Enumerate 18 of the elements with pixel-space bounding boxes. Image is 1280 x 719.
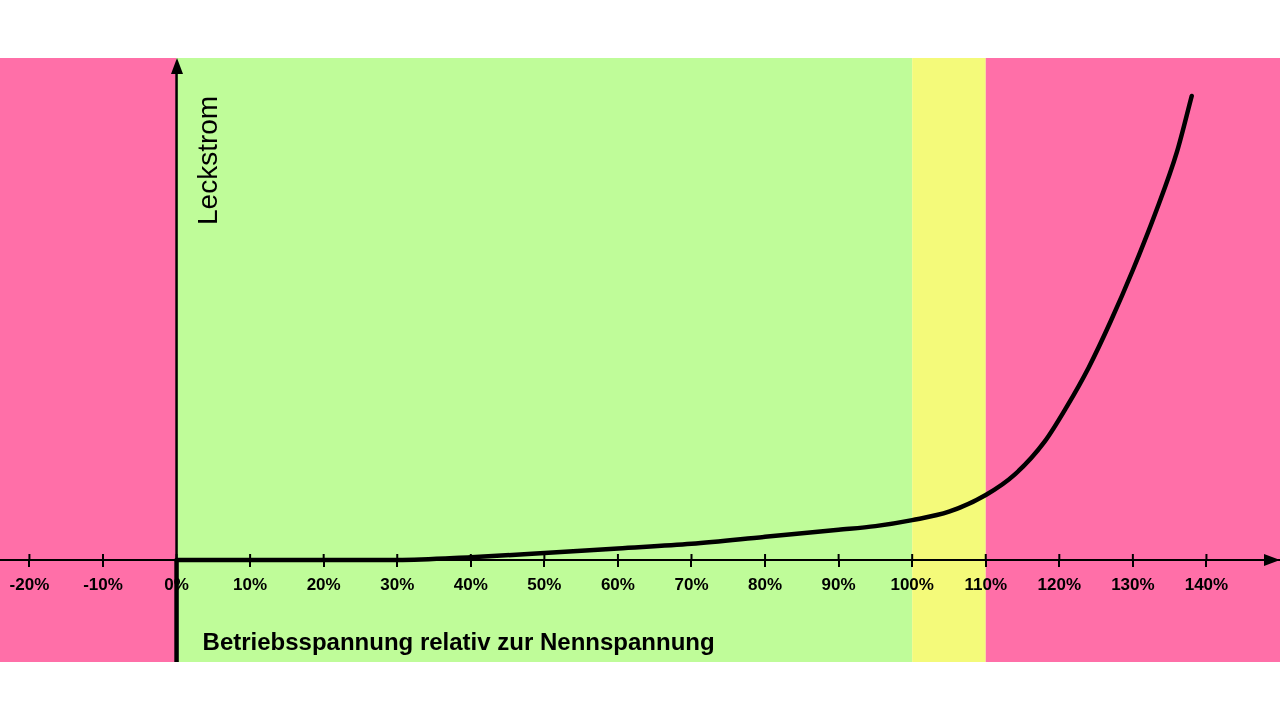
x-axis-title: Betriebsspannung relativ zur Nennspannung (202, 627, 715, 655)
x-tick-label: 140% (1184, 574, 1229, 594)
x-tick-label: 30% (380, 574, 415, 594)
x-tick-label: 60% (600, 574, 635, 594)
x-tick-label: -20% (9, 574, 50, 594)
x-tick-label: 50% (527, 574, 562, 594)
x-tick-label: -10% (83, 574, 123, 594)
x-tick-label: 80% (748, 574, 783, 594)
x-tick-label: 10% (233, 574, 268, 594)
x-tick-label: 120% (1037, 574, 1082, 594)
x-tick-label: 100% (890, 574, 934, 594)
x-tick-label: 90% (821, 574, 856, 594)
x-tick-label: 70% (674, 574, 709, 594)
x-tick-label: 130% (1111, 574, 1155, 594)
x-tick-label: 20% (306, 574, 341, 594)
x-tick-label: 110% (964, 574, 1008, 594)
x-tick-label: 40% (453, 574, 488, 594)
y-axis-title: Leckstrom (192, 95, 224, 225)
